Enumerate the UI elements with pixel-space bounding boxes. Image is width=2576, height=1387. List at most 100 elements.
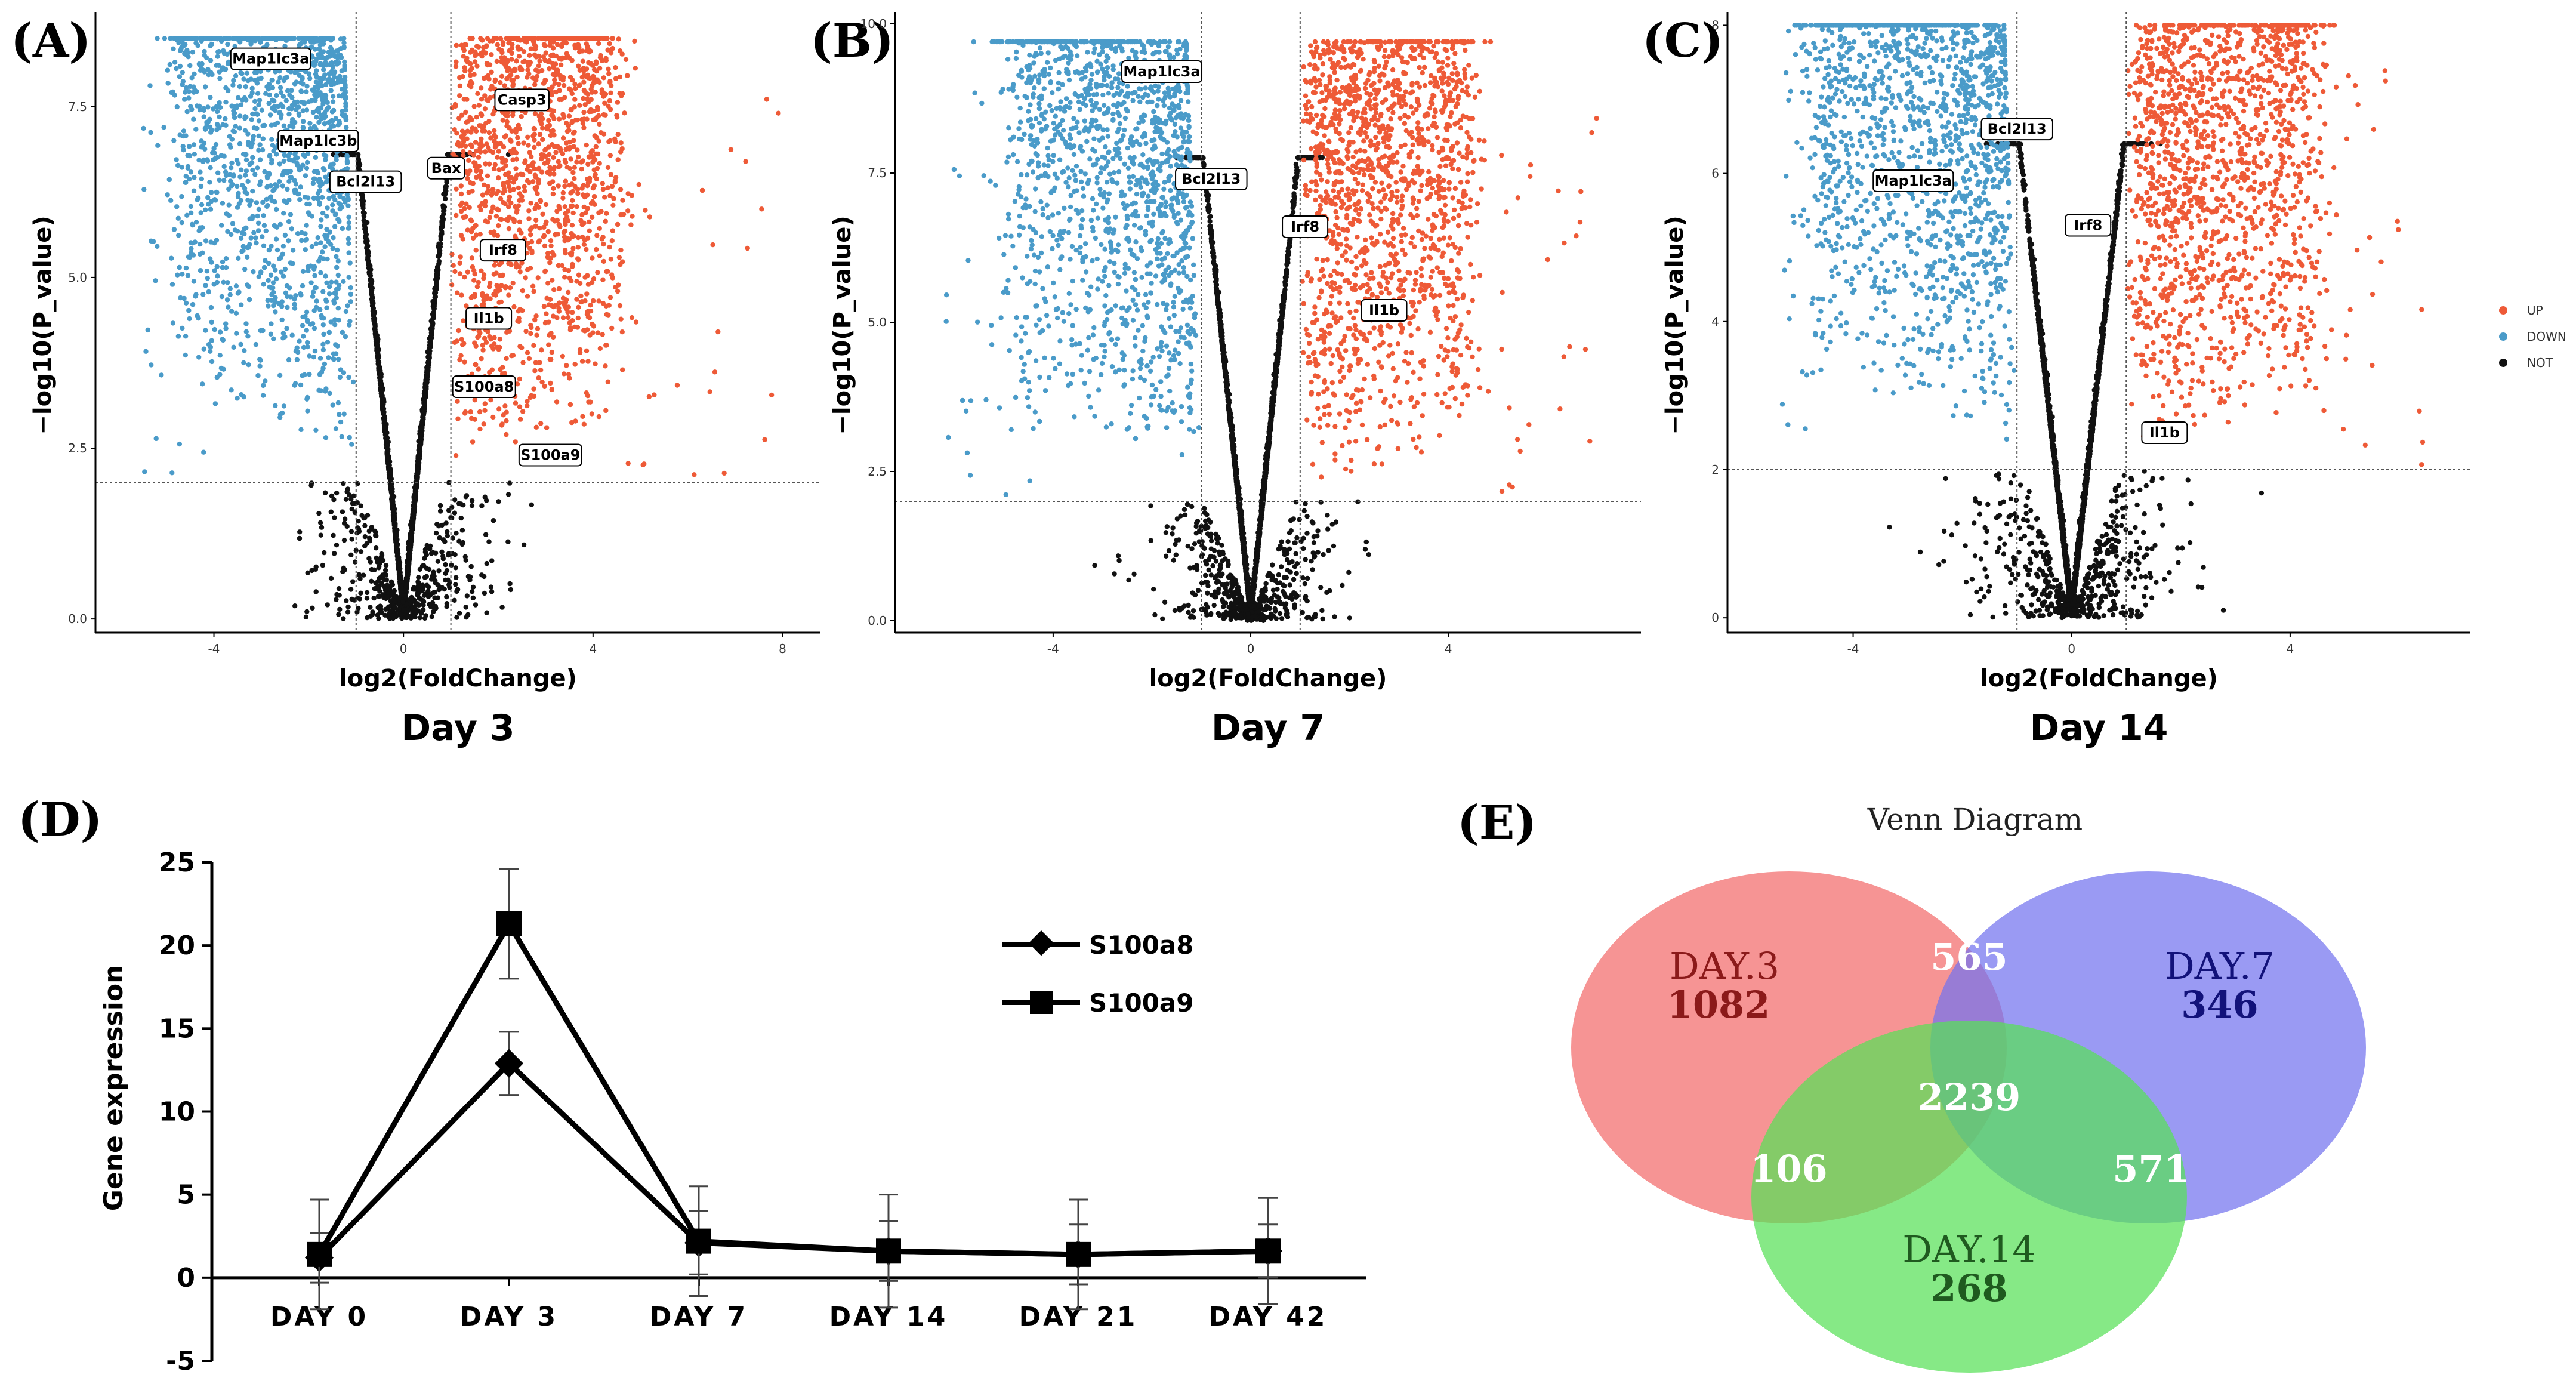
volcano-point (580, 158, 585, 164)
volcano-point (201, 346, 206, 352)
volcano-point (223, 100, 229, 105)
volcano-point (180, 79, 186, 84)
volcano-point (346, 275, 351, 280)
volcano-point (294, 155, 300, 161)
volcano-point (276, 36, 282, 41)
volcano-point (317, 202, 322, 207)
volcano-point (242, 266, 248, 272)
volcano-point (165, 81, 171, 86)
volcano-point (273, 145, 278, 150)
volcano-point (374, 343, 380, 349)
volcano-point (304, 165, 310, 171)
volcano-point (581, 421, 587, 427)
volcano-point (257, 182, 263, 187)
volcano-point (176, 233, 181, 238)
volcano-point (238, 341, 243, 347)
volcano-point (544, 311, 549, 316)
volcano-point (507, 188, 513, 193)
volcano-point (245, 282, 250, 288)
volcano-point (285, 304, 290, 310)
volcano-point (615, 157, 621, 162)
volcano-point (496, 262, 502, 267)
volcano-point (319, 94, 325, 99)
volcano-point (548, 380, 553, 386)
volcano-point (429, 614, 434, 619)
volcano-point (310, 605, 315, 611)
volcano-point (200, 381, 205, 387)
volcano-point (503, 284, 508, 289)
volcano-point (335, 272, 341, 278)
volcano-point (424, 379, 430, 384)
volcano-point (180, 325, 185, 331)
volcano-point (367, 535, 372, 541)
volcano-point (286, 106, 292, 112)
volcano-point (557, 206, 562, 211)
volcano-point (340, 509, 345, 514)
volcano-point (240, 36, 246, 41)
volcano-point (453, 453, 459, 458)
volcano-point (304, 396, 310, 402)
volcano-point (346, 374, 351, 380)
volcano-point (344, 598, 349, 603)
volcano-point (589, 411, 594, 417)
volcano-point (180, 133, 186, 139)
volcano-point (203, 328, 208, 333)
volcano-point (555, 232, 560, 237)
volcano-point (394, 536, 399, 541)
volcano-point (454, 186, 459, 192)
volcano-point (208, 349, 213, 354)
volcano-point (396, 567, 402, 572)
volcano-point (584, 390, 589, 396)
volcano-point (242, 172, 248, 178)
volcano-point (304, 89, 309, 94)
volcano-point (615, 132, 621, 137)
volcano-point (376, 360, 382, 366)
volcano-point (618, 140, 624, 146)
volcano-point (319, 369, 325, 375)
volcano-point (187, 36, 192, 41)
volcano-point (323, 435, 329, 440)
volcano-point (314, 169, 320, 174)
volcano-point (454, 338, 459, 344)
volcano-point (261, 264, 267, 270)
volcano-point (441, 192, 446, 197)
volcano-point (452, 552, 458, 557)
volcano-point (229, 165, 234, 171)
volcano-point (263, 258, 268, 263)
volcano-point (328, 60, 334, 66)
volcano-point (186, 307, 192, 313)
volcano-point (496, 207, 501, 213)
volcano-point (595, 270, 600, 275)
volcano-point (332, 322, 338, 328)
volcano-point (490, 518, 496, 523)
volcano-point (190, 241, 195, 246)
volcano-point (397, 575, 402, 581)
volcano-point (444, 601, 450, 606)
volcano-point (172, 60, 178, 65)
volcano-point (485, 219, 490, 225)
volcano-point (346, 224, 352, 230)
volcano-point (533, 424, 539, 430)
volcano-point (473, 248, 479, 253)
volcano-point (187, 63, 193, 69)
volcano-point (341, 616, 346, 621)
volcano-point (461, 131, 467, 137)
volcano-point (261, 282, 266, 287)
volcano-point (277, 161, 282, 167)
volcano-point (479, 112, 485, 118)
volcano-point (207, 124, 213, 130)
volcano-point (266, 303, 271, 309)
volcano-point (303, 36, 308, 41)
volcano-point (270, 85, 276, 91)
volcano-point (462, 411, 468, 416)
volcano-point (332, 551, 337, 556)
volcano-point (590, 214, 595, 220)
volcano-point (287, 93, 292, 98)
volcano-point (364, 596, 370, 601)
volcano-point (270, 105, 276, 110)
volcano-point (420, 607, 425, 613)
volcano-point (349, 442, 354, 447)
volcano-point (212, 156, 218, 162)
volcano-point (365, 220, 370, 226)
volcano-point (208, 206, 214, 212)
